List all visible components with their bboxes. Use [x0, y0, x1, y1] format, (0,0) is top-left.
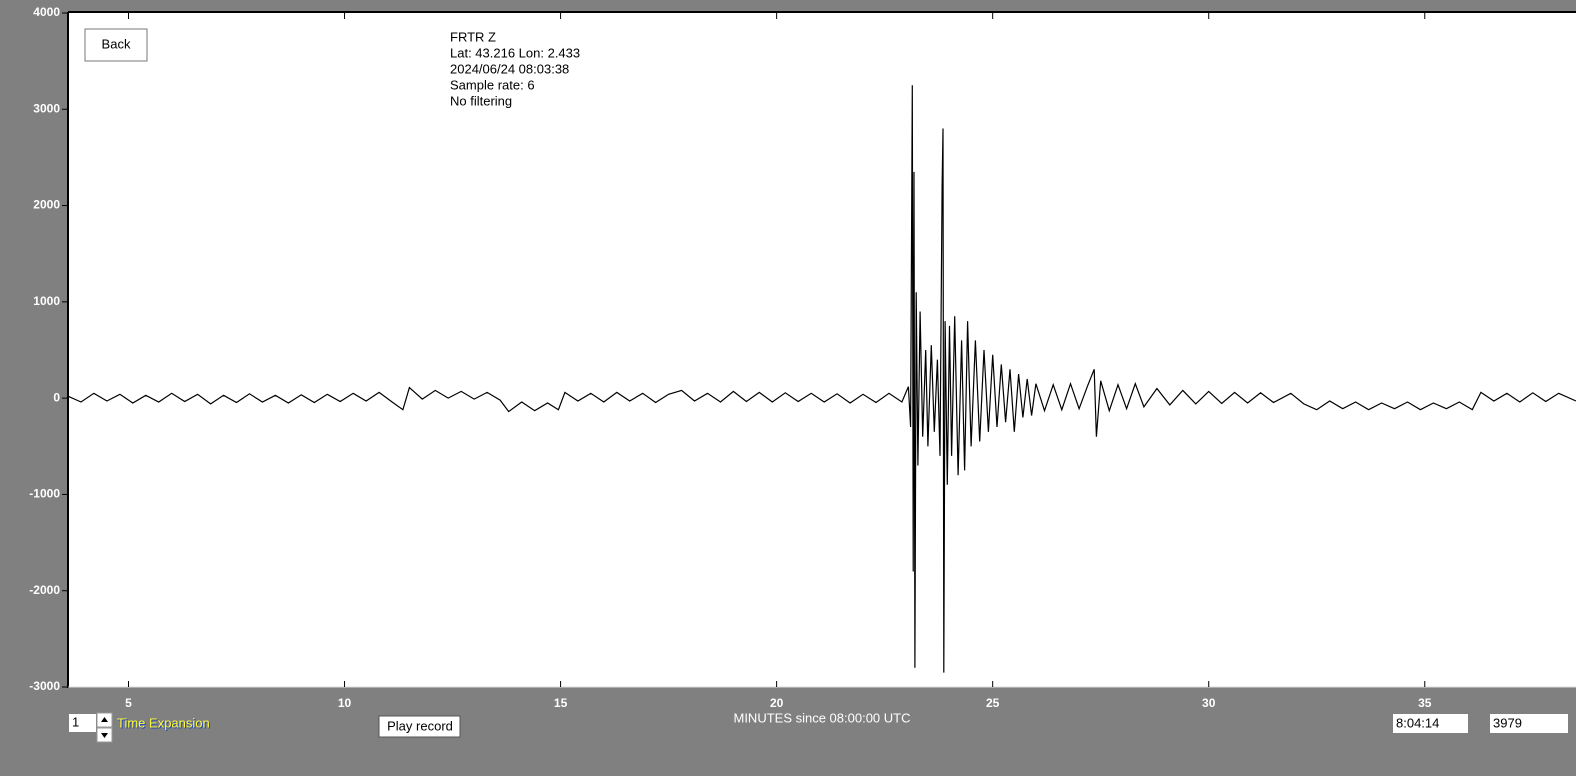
x-tick-label: 10 [338, 696, 352, 710]
y-tick-label: -2000 [29, 583, 60, 597]
expansion-value: 1 [72, 714, 79, 729]
location: Lat: 43.216 Lon: 2.433 [450, 45, 580, 60]
y-tick-label: -3000 [29, 679, 60, 693]
x-tick-label: 15 [554, 696, 568, 710]
x-axis-label: MINUTES since 08:00:00 UTC [733, 710, 910, 725]
button-frame [84, 28, 148, 62]
time-value: 8:04:14 [1396, 715, 1439, 730]
back-button[interactable]: Back [84, 28, 148, 62]
x-tick-label: 5 [125, 696, 132, 710]
down-arrow [101, 733, 108, 738]
x-tick-label: 30 [1202, 696, 1216, 710]
count-value: 3979 [1493, 715, 1522, 730]
back-label: Back [102, 36, 131, 51]
x-tick-label: 20 [770, 696, 784, 710]
expansion-label-shadow: Time Expansion [118, 716, 211, 731]
waveform [67, 85, 1576, 673]
y-tick-label: 2000 [33, 198, 60, 212]
time-box [1393, 714, 1468, 733]
y-tick-label: -1000 [29, 487, 60, 501]
expansion-label: Time Expansion [117, 715, 210, 730]
y-tick-label: 0 [53, 390, 60, 404]
play-button[interactable]: Play record [378, 715, 461, 738]
expansion-input[interactable] [69, 714, 96, 732]
plot-area [68, 12, 1576, 687]
button-frame [378, 715, 461, 738]
sample-rate: Sample rate: 6 [450, 77, 535, 92]
x-tick-label: 25 [986, 696, 1000, 710]
timestamp: 2024/06/24 08:03:38 [450, 61, 569, 76]
y-tick-label: 3000 [33, 101, 60, 115]
count-box [1490, 714, 1568, 733]
y-tick-label: 1000 [33, 294, 60, 308]
x-tick-label: 35 [1418, 696, 1432, 710]
play-label: Play record [387, 718, 453, 733]
y-tick-label: 4000 [33, 5, 60, 19]
station: FRTR Z [450, 29, 496, 44]
filter: No filtering [450, 93, 512, 108]
up-arrow [101, 717, 108, 722]
